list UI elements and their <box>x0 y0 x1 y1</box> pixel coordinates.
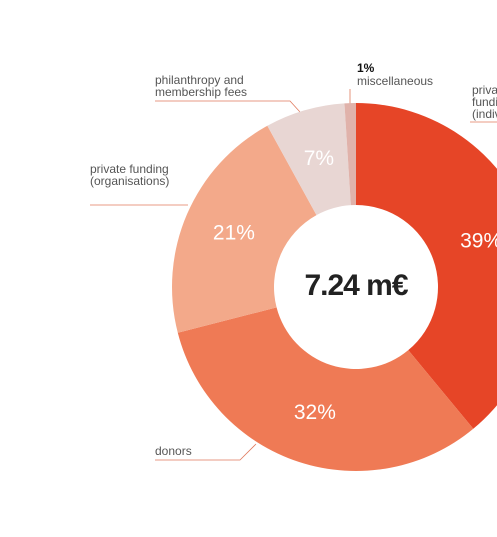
donut-segment <box>177 307 474 472</box>
value-label: 7% <box>304 147 334 170</box>
value-label: 1% <box>357 61 375 75</box>
category-label: philanthropy and membership fees <box>155 73 248 99</box>
category-label: donors <box>155 444 192 458</box>
segments <box>171 103 497 472</box>
category-label: miscellaneous <box>357 74 434 88</box>
value-label: 21% <box>213 222 255 245</box>
leader-line <box>155 443 257 461</box>
value-label: 32% <box>294 401 336 424</box>
category-label: private funding (organisations) <box>90 162 170 188</box>
value-label: 39% <box>460 229 497 252</box>
donut-segment <box>171 125 317 333</box>
leader-line <box>155 100 301 113</box>
donut-segment <box>356 103 497 429</box>
donut-segment <box>344 103 356 206</box>
category-label: private funding (individuals) <box>472 83 497 121</box>
center-label: 7.24 m€ <box>304 269 408 302</box>
donut-segment <box>267 103 351 216</box>
